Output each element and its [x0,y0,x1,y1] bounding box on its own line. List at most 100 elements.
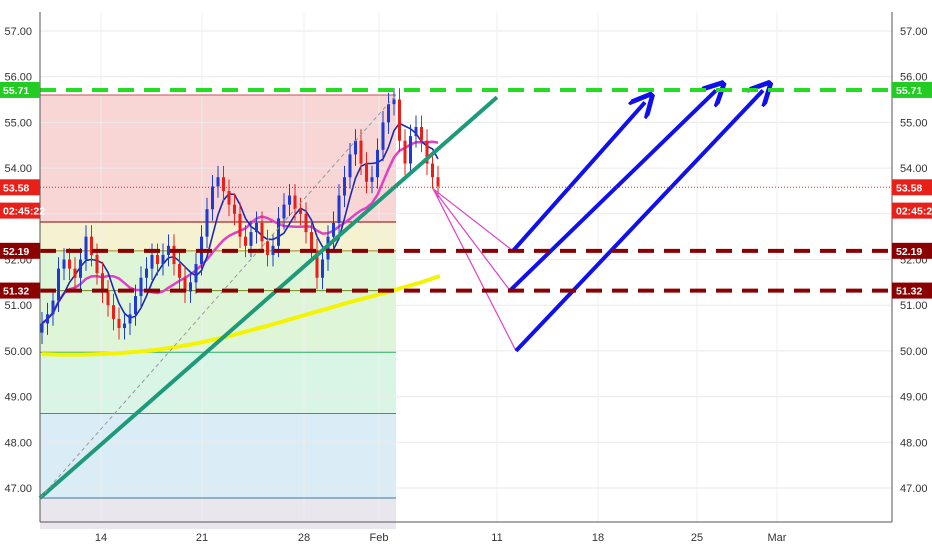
candle-body [56,268,61,301]
x-tick-label: 18 [592,532,604,544]
candle-body [298,209,303,214]
x-tick-label: 25 [691,532,703,544]
candle-body [287,195,292,205]
candle-body [381,122,385,150]
y-tick-label-right: 49.00 [900,392,928,404]
candle-body [177,264,182,278]
candle-body [282,204,286,219]
candle-body [188,282,193,292]
candle-body [397,99,402,141]
fib-diagonal [39,94,397,499]
candle-body [232,204,237,214]
candle-body [205,209,209,237]
candle-body [348,154,352,178]
candle-body [111,305,116,319]
y-tick-label-right: 48.00 [900,437,928,449]
fib-zone [40,498,396,530]
x-tick-label: Mar [768,532,787,544]
candle-body [331,222,336,237]
price-tag-right-bg [892,179,932,196]
y-tick-label-right: 55.00 [900,117,928,129]
y-tick-label-left: 56.00 [4,72,32,84]
candle-body [166,245,171,255]
projection-line [432,188,517,352]
candle-body [51,300,55,315]
candle-body [392,99,396,105]
price-tag-left-bg [0,179,40,196]
candle-body [73,268,77,278]
price-tag-right-bg [892,282,932,299]
fib-zones [40,94,396,530]
candle-body [403,140,407,164]
candle-body [260,222,264,242]
x-tick-label: 28 [298,532,310,544]
price-tag-right-bg [892,202,932,219]
price-tag-left-bg [0,81,40,98]
y-tick-label-left: 47.00 [4,483,32,495]
price-tag-left-label: 55.71 [3,85,29,97]
y-tick-label-left: 54.00 [4,163,32,175]
price-tag-left-bg [0,242,40,259]
candle-body [265,241,270,255]
candle-body [216,177,220,187]
candle-body [276,218,281,246]
candle-body [84,236,88,260]
candle-body [243,236,248,246]
candle-body [227,190,231,205]
candle-body [106,291,110,306]
candle-body [128,314,132,324]
projection-line [432,188,511,291]
y-tick-label-left: 49.00 [4,392,32,404]
candle-body [210,186,215,210]
candle-body [78,259,83,278]
y-tick-label-right: 56.00 [900,72,928,84]
x-tick-label: Feb [370,532,389,544]
candle-body [436,177,440,187]
y-tick-label-right: 47.00 [900,483,928,495]
candle-body [309,232,314,251]
candles [40,88,440,345]
candle-body [370,177,374,182]
price-tag-right-label: 52.19 [896,246,922,258]
price-tag-left-label: 53.58 [3,182,29,194]
candle-body [364,163,369,182]
fib-zone [40,413,396,499]
x-tick-label: 11 [491,532,502,544]
candle-body [414,126,418,137]
candle-body [150,254,154,269]
y-tick-label-left: 50.00 [4,346,32,358]
candle-body [425,140,429,164]
candle-body [375,149,380,178]
candle-body [304,213,308,233]
candle-body [194,264,198,283]
candle-body [133,296,138,315]
candle-body [430,163,435,178]
price-tag-right-label: 55.71 [896,85,922,97]
price-tag-left-bg [0,202,40,219]
candle-body [155,254,160,265]
y-tick-label-right: 54.00 [900,163,928,175]
candle-body [254,222,259,233]
price-tag-right-label: 02:45:22 [896,206,932,218]
x-tick-label: 14 [95,532,107,544]
y-tick-label-right: 51.00 [900,300,928,312]
candle-body [337,195,341,223]
candle-body [238,213,242,237]
candle-body [144,268,149,278]
candle-body [117,318,121,329]
candle-body [67,259,72,269]
price-tags: 55.71 55.71 53.58 53.58 02:45:22 02:45:22 52.1… [0,81,932,299]
y-tick-label-right: 50.00 [900,346,928,358]
candle-body [45,314,50,324]
y-tick-label-right: 57.00 [900,26,928,38]
candle-body [172,245,176,265]
x-tick-label: 21 [196,532,208,544]
candle-body [386,104,391,123]
candle-body [419,126,424,141]
projection-arrow [511,102,645,253]
ma-yellow [41,274,441,357]
candle-body [139,277,143,297]
fib-zone [40,352,396,414]
projection-arrow [508,90,716,293]
candle-body [161,254,165,265]
